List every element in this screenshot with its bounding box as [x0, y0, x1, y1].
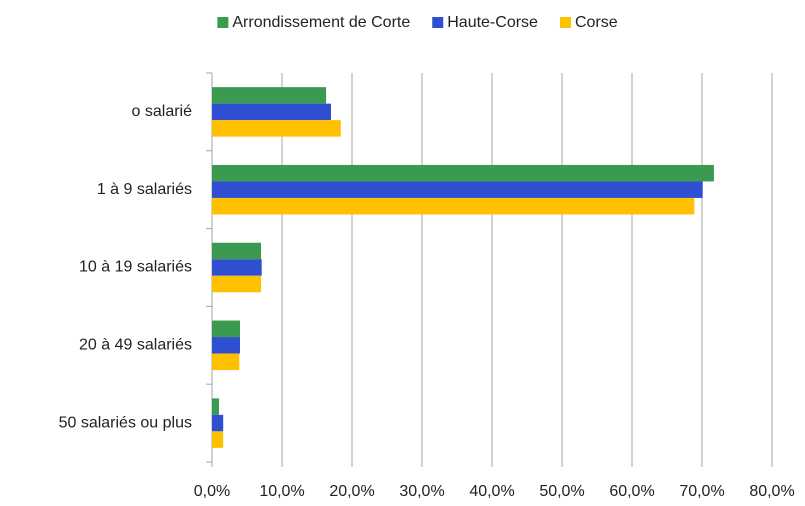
- bar: [212, 275, 261, 293]
- y-tick-label: 10 à 19 salariés: [79, 259, 192, 276]
- bar: [212, 431, 224, 448]
- bar: [212, 181, 703, 198]
- bar: [212, 259, 262, 276]
- bar: [212, 320, 240, 338]
- y-tick-label: o salarié: [132, 103, 193, 120]
- legend-label: Corse: [575, 14, 618, 31]
- bar: [212, 414, 224, 432]
- bar: [212, 353, 240, 371]
- bar: [212, 103, 331, 121]
- legend-swatch: [432, 17, 444, 28]
- legend-label: Haute-Corse: [447, 14, 538, 31]
- x-tick-label: 40,0%: [469, 483, 514, 500]
- x-tick-label: 0,0%: [194, 483, 230, 500]
- x-tick-label: 30,0%: [399, 483, 444, 500]
- x-tick-label: 10,0%: [259, 483, 304, 500]
- legend-label: Arrondissement de Corte: [232, 14, 410, 31]
- x-tick-label: 20,0%: [329, 483, 374, 500]
- bar: [212, 164, 714, 182]
- bar: [212, 197, 695, 215]
- y-tick-label: 50 salariés ou plus: [59, 414, 192, 431]
- bar: [212, 120, 341, 137]
- bar: [212, 87, 327, 104]
- x-tick-label: 80,0%: [749, 483, 794, 500]
- y-tick-label: 1 à 9 salariés: [97, 181, 192, 198]
- x-tick-label: 60,0%: [609, 483, 654, 500]
- bar: [212, 337, 240, 354]
- legend-swatch: [217, 17, 229, 28]
- legend-swatch: [559, 17, 571, 28]
- y-tick-label: 20 à 49 salariés: [79, 337, 192, 354]
- bar: [212, 242, 261, 260]
- x-tick-label: 50,0%: [539, 483, 584, 500]
- x-tick-label: 70,0%: [679, 483, 724, 500]
- bar: [212, 398, 219, 415]
